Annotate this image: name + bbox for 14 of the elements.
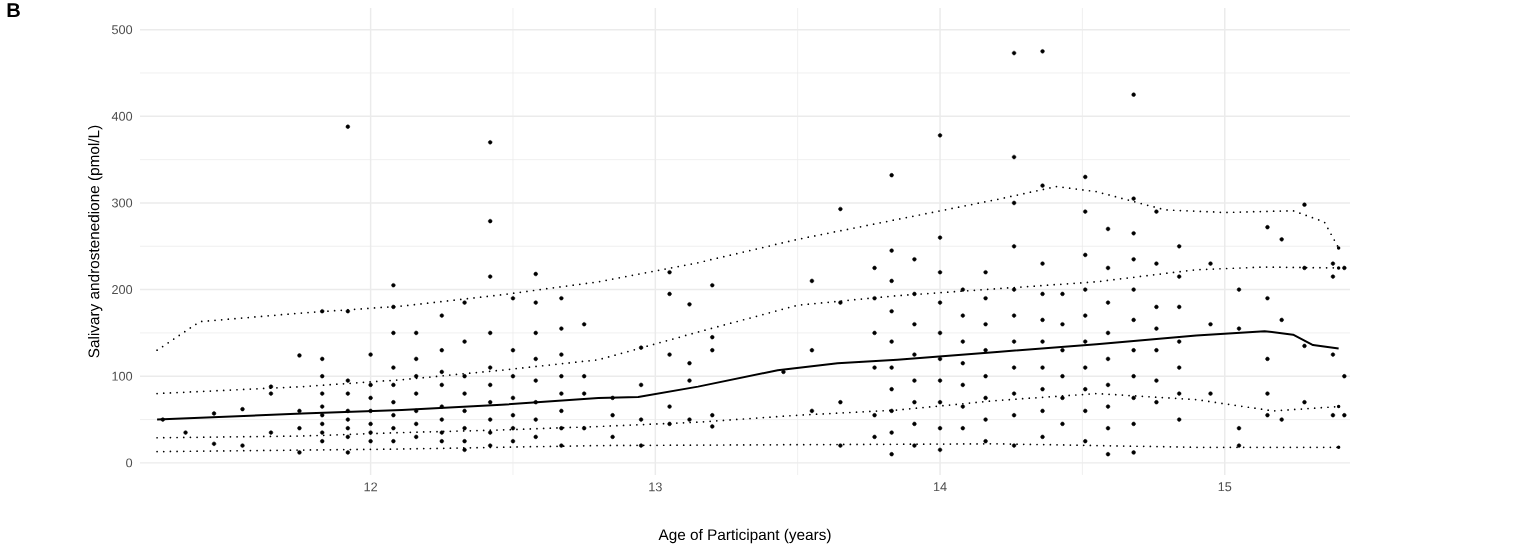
x-tick-label: 14 xyxy=(933,482,947,492)
x-tick-label: 12 xyxy=(364,482,378,492)
x-tick-label: 13 xyxy=(649,482,662,492)
y-tick-label: 200 xyxy=(112,285,133,295)
y-tick-label: 100 xyxy=(112,371,133,381)
y-tick-label: 0 xyxy=(126,458,133,468)
y-tick-label: 500 xyxy=(111,25,133,35)
x-axis-title: Age of Participant (years) xyxy=(658,528,831,544)
y-tick-label: 400 xyxy=(111,111,133,121)
line-series xyxy=(156,330,1340,421)
chart-title: B xyxy=(7,3,20,18)
x-tick-label: 15 xyxy=(1218,482,1232,492)
y-axis-title: Salivary androstenedione (pmol/L) xyxy=(88,125,103,358)
y-tick-label: 300 xyxy=(111,198,133,208)
